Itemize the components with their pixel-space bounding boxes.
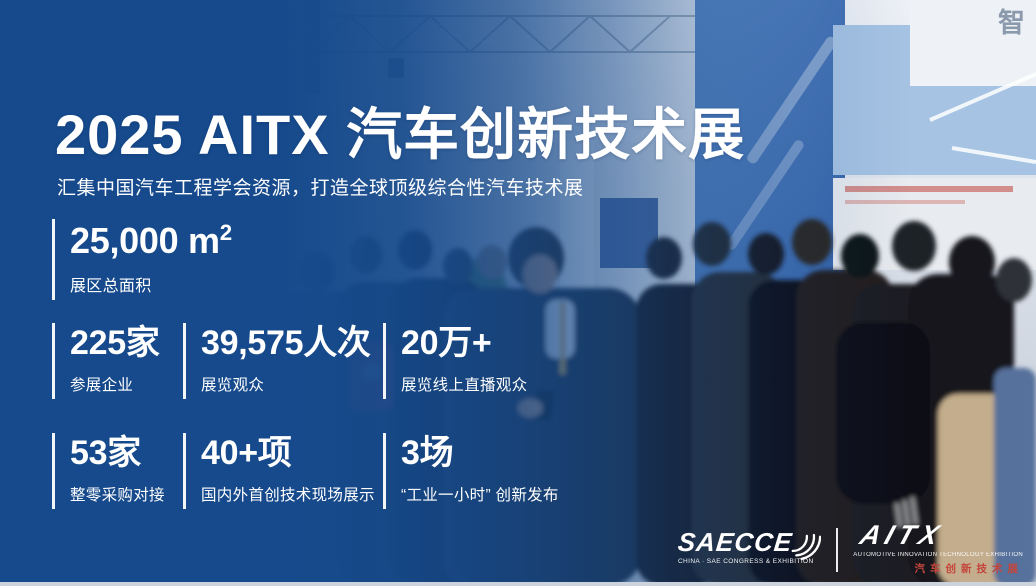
stat-innovation-launches: 3场 “工业一小时” 创新发布 [383, 433, 559, 509]
stat-debut-technologies: 40+项 国内外首创技术现场展示 [183, 433, 383, 509]
stat-value: 225家 [70, 324, 160, 362]
stat-value: 25,000 m2 [70, 220, 232, 261]
stats-row-1: 25,000 m2 展区总面积 [52, 219, 232, 300]
stat-value: 53家 [70, 434, 141, 472]
bottom-edge-strip [0, 582, 1036, 586]
stat-label: 展览观众 [201, 376, 265, 394]
stat-value: 39,575人次 [201, 324, 371, 362]
stat-procurement-matching: 53家 整零采购对接 [52, 433, 183, 509]
saecce-swoosh-icon [791, 533, 822, 561]
aitx-chinese-name: 汽车创新技术展 [914, 563, 1023, 575]
stat-label: “工业一小时” 创新发布 [401, 486, 559, 504]
stat-visitors: 39,575人次 展览观众 [183, 323, 383, 399]
stat-label: 整零采购对接 [70, 486, 165, 504]
page-subtitle: 汇集中国汽车工程学会资源，打造全球顶级综合性汽车技术展 [57, 178, 584, 199]
stat-exhibitors: 225家 参展企业 [52, 323, 183, 399]
stat-label: 国内外首创技术现场展示 [201, 486, 375, 504]
stat-total-area: 25,000 m2 展区总面积 [52, 219, 232, 300]
stat-label: 展区总面积 [70, 277, 152, 295]
stat-value: 3场 [401, 434, 454, 472]
stat-value: 20万+ [401, 324, 492, 362]
logo-divider [836, 528, 839, 572]
aitx-logo: AITX AUTOMOTIVE INNOVATION TECHNOLOGY EX… [853, 520, 1023, 576]
stat-label: 展览线上直播观众 [401, 376, 528, 394]
stat-label: 参展企业 [70, 376, 134, 394]
saecce-logo: SAECCE CHINA · SAE CONGRESS & EXHIBITION [676, 525, 822, 565]
stats-row-3: 53家 整零采购对接 40+项 国内外首创技术现场展示 3场 “工业一小时” 创… [52, 433, 559, 509]
saecce-wordmark: SAECCE [676, 526, 794, 557]
aitx-tagline: AUTOMOTIVE INNOVATION TECHNOLOGY EXHIBIT… [853, 552, 1023, 558]
stats-row-2: 225家 参展企业 39,575人次 展览观众 20万+ 展览线上直播观众 [52, 323, 527, 399]
aitx-wordmark: AITX [856, 520, 948, 551]
page-title: 2025 AITX 汽车创新技术展 [55, 102, 746, 166]
footer-logos: SAECCE CHINA · SAE CONGRESS & EXHIBITION… [676, 520, 1023, 576]
stat-livestream-viewers: 20万+ 展览线上直播观众 [383, 323, 527, 399]
saecce-tagline: CHINA · SAE CONGRESS & EXHIBITION [677, 558, 814, 565]
stat-value: 40+项 [201, 434, 292, 472]
